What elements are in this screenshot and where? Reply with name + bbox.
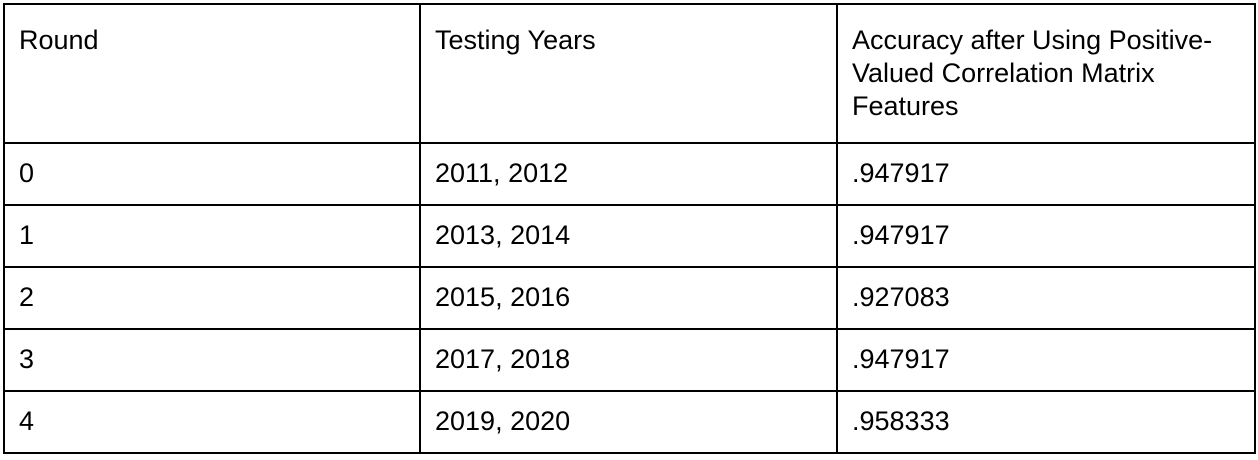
cell-accuracy: .947917 — [836, 142, 1256, 206]
cell-testing-years: 2013, 2014 — [419, 204, 838, 268]
cell-round: 2 — [3, 266, 421, 330]
cell-testing-years: 2019, 2020 — [419, 390, 838, 454]
cell-round: 0 — [3, 142, 421, 206]
header-round: Round — [3, 3, 421, 144]
cell-testing-years: 2017, 2018 — [419, 328, 838, 392]
cell-round: 4 — [3, 390, 421, 454]
cell-accuracy: .947917 — [836, 328, 1256, 392]
header-accuracy-label: Accuracy after Using Positive-Valued Cor… — [852, 25, 1213, 121]
table-row: 3 2017, 2018 .947917 — [3, 328, 1256, 392]
cell-accuracy: .958333 — [836, 390, 1256, 454]
cell-accuracy: .947917 — [836, 204, 1256, 268]
cell-testing-years: 2015, 2016 — [419, 266, 838, 330]
header-accuracy: Accuracy after Using Positive-Valued Cor… — [836, 3, 1256, 144]
cell-testing-years: 2011, 2012 — [419, 142, 838, 206]
results-table: Round Testing Years Accuracy after Using… — [3, 3, 1256, 454]
cell-round: 1 — [3, 204, 421, 268]
cell-round: 3 — [3, 328, 421, 392]
table-row: 0 2011, 2012 .947917 — [3, 142, 1256, 206]
table-header-row: Round Testing Years Accuracy after Using… — [3, 3, 1256, 144]
table-row: 2 2015, 2016 .927083 — [3, 266, 1256, 330]
table-row: 1 2013, 2014 .947917 — [3, 204, 1256, 268]
table-row: 4 2019, 2020 .958333 — [3, 390, 1256, 454]
header-testing-years: Testing Years — [419, 3, 838, 144]
cell-accuracy: .927083 — [836, 266, 1256, 330]
